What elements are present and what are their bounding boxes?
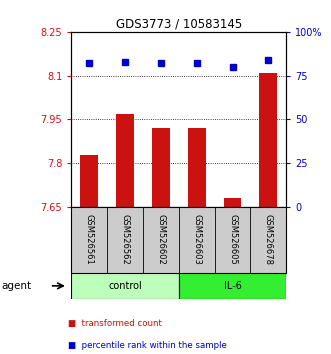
Bar	[80, 155, 98, 207]
Text: ■  transformed count: ■ transformed count	[68, 319, 162, 329]
Text: GSM526602: GSM526602	[156, 215, 165, 265]
Text: ■  percentile rank within the sample: ■ percentile rank within the sample	[68, 341, 227, 350]
Title: GDS3773 / 10583145: GDS3773 / 10583145	[116, 18, 242, 31]
Bar	[116, 114, 134, 207]
Bar	[188, 128, 206, 207]
Bar	[71, 273, 179, 299]
Text: agent: agent	[2, 281, 32, 291]
Bar	[179, 273, 286, 299]
Text: GSM526562: GSM526562	[120, 215, 129, 265]
Bar	[152, 128, 170, 207]
Text: GSM526603: GSM526603	[192, 215, 201, 265]
Text: control: control	[108, 281, 142, 291]
Text: GSM526678: GSM526678	[264, 214, 273, 266]
Bar	[223, 198, 242, 207]
Text: GSM526605: GSM526605	[228, 215, 237, 265]
Bar	[260, 73, 277, 207]
Text: IL-6: IL-6	[223, 281, 242, 291]
Text: GSM526561: GSM526561	[85, 215, 94, 265]
